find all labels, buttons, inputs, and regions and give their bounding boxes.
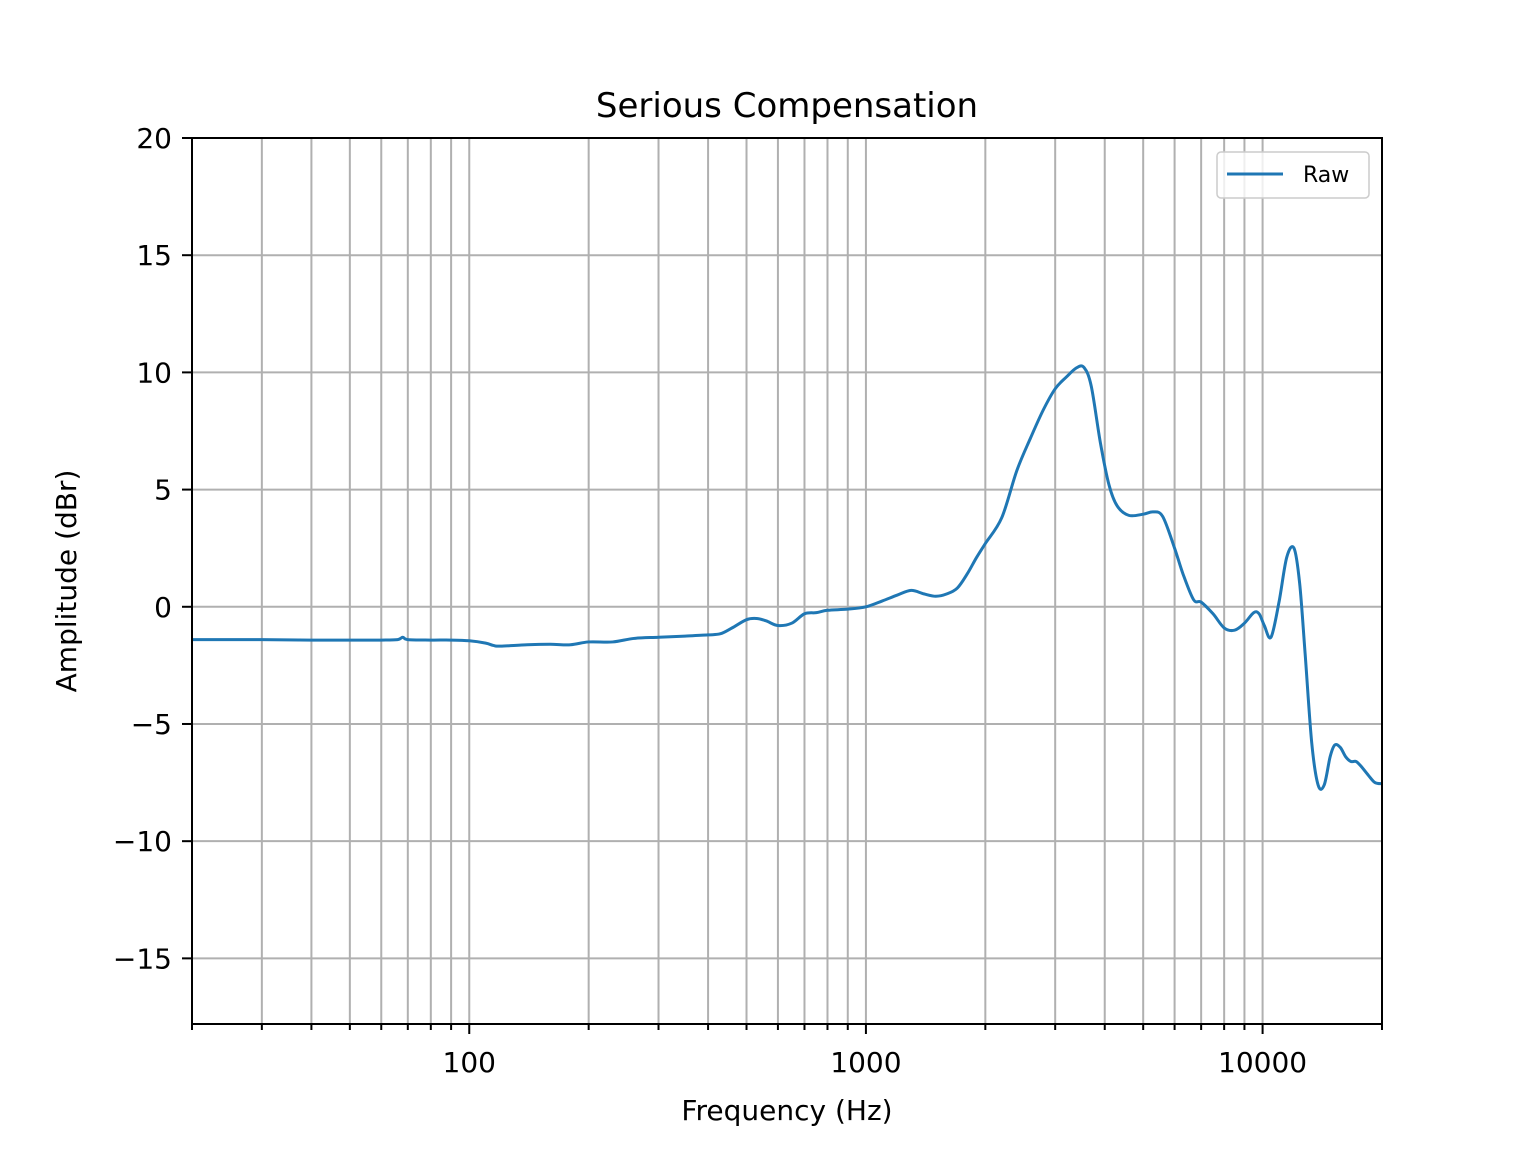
y-tick-label: −5 bbox=[131, 708, 172, 741]
chart-title: Serious Compensation bbox=[596, 86, 978, 126]
x-axis-label: Frequency (Hz) bbox=[681, 1094, 892, 1127]
legend: Raw bbox=[1216, 151, 1370, 199]
legend-label-raw: Raw bbox=[1303, 163, 1349, 188]
plot-frame bbox=[191, 137, 1383, 1025]
y-tick-label: 20 bbox=[136, 122, 172, 155]
grid bbox=[191, 137, 1383, 1024]
x-tick-label: 100 bbox=[443, 1046, 496, 1079]
y-tick-label: −15 bbox=[113, 942, 172, 975]
axis-ticks: −15 −10 −5 0 5 10 15 20 100 1000 10000 bbox=[113, 122, 1383, 1079]
series-layer bbox=[192, 364, 1382, 791]
y-tick-label: 10 bbox=[136, 356, 172, 389]
legend-box bbox=[1216, 151, 1370, 199]
x-tick-label: 10000 bbox=[1218, 1046, 1307, 1079]
y-tick-label: −10 bbox=[113, 825, 172, 858]
series-line-raw bbox=[192, 364, 1382, 791]
x-tick-label: 1000 bbox=[830, 1046, 901, 1079]
y-tick-label: 15 bbox=[136, 239, 172, 272]
y-axis-label: Amplitude (dBr) bbox=[50, 470, 83, 693]
y-tick-label: 0 bbox=[154, 591, 172, 624]
y-tick-label: 5 bbox=[154, 474, 172, 507]
